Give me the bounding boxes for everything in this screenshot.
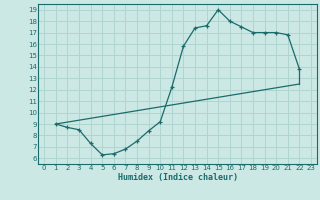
X-axis label: Humidex (Indice chaleur): Humidex (Indice chaleur) [118,173,238,182]
